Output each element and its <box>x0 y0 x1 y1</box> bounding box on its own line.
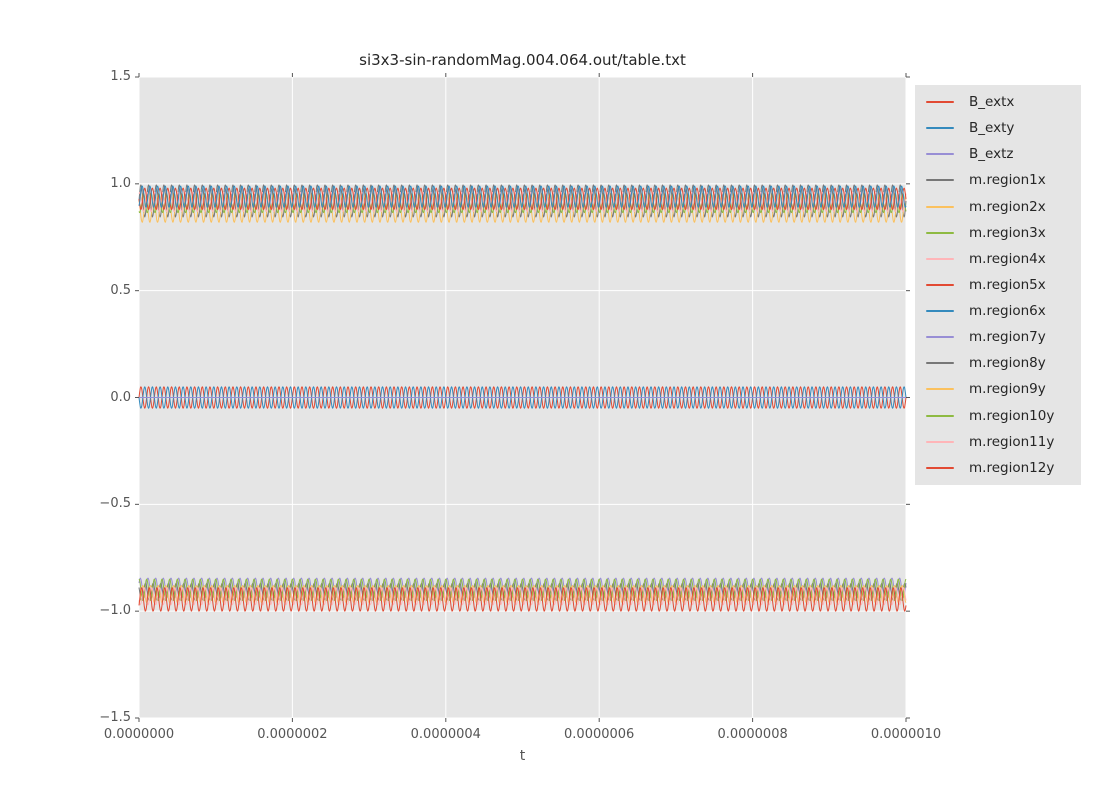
legend-label: m.region10y <box>969 407 1055 424</box>
series-line-m.region11y <box>138 587 907 606</box>
legend-line-sample <box>926 231 954 234</box>
y-tick-label: −1.0 <box>99 603 131 619</box>
y-tick-label: −0.5 <box>99 496 131 512</box>
plot-title: si3x3-sin-randomMag.004.064.out/table.tx… <box>359 51 686 69</box>
legend-label: m.region9y <box>969 381 1046 398</box>
y-tick-label: 0.5 <box>110 282 131 298</box>
series-line-m.region10y <box>138 578 907 601</box>
legend-line-sample <box>926 101 954 104</box>
legend-label: B_extx <box>969 94 1015 111</box>
x-tick-label: 0.0000010 <box>870 727 942 742</box>
legend-item-m.region1x: m.region1x <box>915 168 1081 192</box>
x-tick-label: 0.0000000 <box>103 727 175 742</box>
x-tick-label: 0.0000006 <box>564 727 635 742</box>
legend-label: m.region4x <box>969 250 1046 267</box>
series-line-m.region12y <box>138 587 907 612</box>
legend-item-m.region8y: m.region8y <box>915 351 1081 375</box>
legend-item-m.region11y: m.region11y <box>915 430 1081 454</box>
legend-item-B_extx: B_extx <box>915 90 1081 114</box>
legend-line-sample <box>926 466 954 469</box>
legend-item-m.region12y: m.region12y <box>915 456 1081 480</box>
x-tick-label: 0.0000008 <box>717 727 788 742</box>
legend-item-B_extz: B_extz <box>915 142 1081 166</box>
legend-line-sample <box>926 414 954 417</box>
legend-label: m.region5x <box>969 276 1046 293</box>
legend-line-sample <box>926 153 954 156</box>
x-tick-label: 0.0000004 <box>410 727 481 742</box>
x-tick-label: 0.0000002 <box>257 727 328 742</box>
legend-label: B_extz <box>969 146 1014 163</box>
legend-label: m.region1x <box>969 172 1046 189</box>
legend-label: m.region11y <box>969 433 1055 450</box>
legend-label: m.region8y <box>969 355 1046 372</box>
legend-line-sample <box>926 336 954 339</box>
y-tick-label: −1.5 <box>99 710 131 725</box>
series-line-m.region6x <box>138 185 907 208</box>
legend-line-sample <box>926 127 954 130</box>
legend-item-m.region3x: m.region3x <box>915 221 1081 245</box>
y-tick-label: 1.0 <box>110 175 131 191</box>
legend-item-m.region9y: m.region9y <box>915 377 1081 401</box>
legend-line-sample <box>926 257 954 260</box>
legend-item-m.region2x: m.region2x <box>915 195 1081 219</box>
y-tick-label: 1.5 <box>110 69 131 84</box>
plot-area <box>135 73 910 722</box>
legend-line-sample <box>926 205 954 208</box>
legend-item-m.region4x: m.region4x <box>915 247 1081 271</box>
legend-item-m.region6x: m.region6x <box>915 299 1081 323</box>
series-line-m.region4x <box>138 192 907 212</box>
legend-label: B_exty <box>969 120 1015 137</box>
legend: B_extx B_exty B_extz m.region1x m.region2x m.… <box>915 85 1081 485</box>
legend-line-sample <box>926 388 954 391</box>
legend-label: m.region7y <box>969 329 1046 346</box>
legend-label: m.region3x <box>969 224 1046 241</box>
legend-label: m.region2x <box>969 198 1046 215</box>
legend-item-m.region7y: m.region7y <box>915 325 1081 349</box>
legend-line-sample <box>926 362 954 365</box>
legend-line-sample <box>926 179 954 182</box>
legend-line-sample <box>926 310 954 313</box>
legend-label: m.region6x <box>969 303 1046 320</box>
legend-line-sample <box>926 283 954 286</box>
x-axis-label: t <box>519 748 526 764</box>
legend-item-B_exty: B_exty <box>915 116 1081 140</box>
legend-line-sample <box>926 440 954 443</box>
y-tick-label: 0.0 <box>110 389 131 405</box>
series-line-m.region5x <box>138 187 907 210</box>
legend-item-m.region10y: m.region10y <box>915 404 1081 428</box>
legend-item-m.region5x: m.region5x <box>915 273 1081 297</box>
legend-label: m.region12y <box>969 459 1055 476</box>
